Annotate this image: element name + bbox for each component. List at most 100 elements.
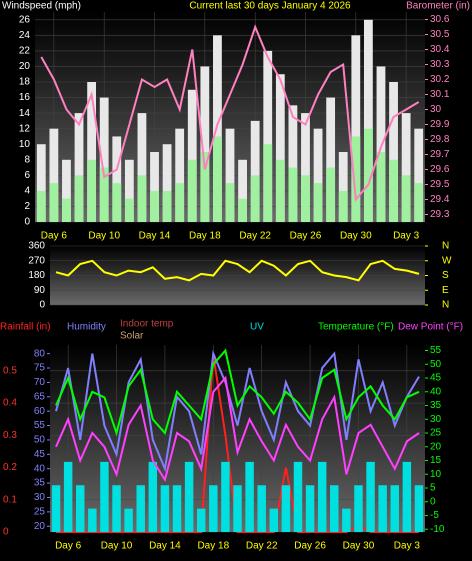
- y2-tick-label: 15: [430, 455, 442, 466]
- bar: [269, 508, 279, 532]
- bar: [401, 175, 411, 222]
- bar: [390, 485, 399, 532]
- legend-label: Temperature (°F): [318, 322, 394, 333]
- x-tick-label: Day 22: [246, 541, 278, 552]
- y2-tick-label: 30.3: [430, 59, 450, 70]
- bar: [366, 461, 375, 532]
- y2-tick-label: S: [442, 270, 449, 281]
- bar: [293, 461, 303, 532]
- y-tick-label: 12: [19, 123, 31, 134]
- bar: [250, 120, 260, 222]
- bar: [363, 19, 373, 223]
- series-line: [55, 349, 420, 473]
- bar: [100, 461, 109, 532]
- bar: [238, 159, 247, 222]
- y-tick-label: 0.4: [3, 398, 17, 409]
- bar: [354, 485, 363, 532]
- annotation: Indoor temp: [120, 319, 174, 330]
- y2-tick-label: 29.6: [430, 164, 450, 175]
- y-axis-label: Windspeed (mph): [2, 1, 81, 12]
- x-tick-label: Day 14: [139, 231, 171, 242]
- y2-tick-label: 10: [430, 469, 442, 480]
- bar: [338, 152, 348, 222]
- x-tick-label: Day 18: [197, 541, 229, 552]
- y3-tick-label: 75: [34, 363, 46, 374]
- y-tick-label: 14: [19, 108, 31, 119]
- y2-axis-label: Barometer (in): [406, 1, 470, 12]
- series-line: [55, 259, 420, 282]
- x-tick-label: Day 14: [149, 541, 181, 552]
- bar: [225, 183, 235, 222]
- bar: [196, 508, 206, 532]
- bar: [301, 175, 310, 222]
- y-tick-label: 8: [24, 154, 30, 165]
- bar: [351, 136, 361, 222]
- bar: [172, 485, 182, 532]
- x-tick-label: Day 30: [343, 541, 375, 552]
- bar: [281, 485, 291, 532]
- y3-tick-label: 70: [34, 377, 46, 388]
- x-tick-label: Day 10: [88, 231, 120, 242]
- bar: [326, 97, 336, 222]
- y2-tick-label: 25: [430, 428, 442, 439]
- bar: [414, 183, 424, 222]
- bar: [401, 113, 411, 222]
- bar: [187, 159, 197, 222]
- bar: [209, 485, 218, 532]
- y3-tick-label: 60: [34, 406, 46, 417]
- y-tick-label: 6: [24, 170, 30, 181]
- y2-tick-label: E: [442, 285, 449, 296]
- bar: [74, 113, 84, 222]
- bar: [326, 167, 336, 222]
- y3-tick-label: 25: [34, 507, 46, 518]
- x-tick-label: Day 26: [294, 541, 326, 552]
- bar: [313, 128, 323, 222]
- y3-tick-label: 30: [34, 492, 46, 503]
- y-tick-label: 18: [19, 77, 31, 88]
- bar: [338, 190, 348, 222]
- y-tick-label: 10: [19, 139, 31, 150]
- bar: [233, 485, 242, 532]
- y2-tick-label: 0: [430, 496, 436, 507]
- bar: [414, 128, 424, 222]
- bar: [342, 508, 351, 532]
- bar: [150, 190, 159, 222]
- bar: [414, 485, 424, 532]
- series-line: [55, 375, 420, 483]
- bar: [330, 485, 339, 532]
- y2-tick-label: -10: [430, 524, 445, 535]
- y3-tick-label: 45: [34, 449, 46, 460]
- y3-tick-label: 20: [34, 521, 46, 532]
- y-tick-label: 0: [24, 217, 30, 228]
- x-tick-label: Day 22: [239, 231, 271, 242]
- bar: [213, 136, 222, 222]
- bar: [162, 190, 172, 222]
- x-tick-label: Day 26: [290, 231, 322, 242]
- y-tick-label: 0.1: [3, 494, 17, 505]
- y2-tick-label: 30.6: [430, 14, 450, 25]
- bar: [136, 485, 145, 532]
- y2-tick-label: 29.8: [430, 134, 450, 145]
- bar: [225, 128, 235, 222]
- y2-tick-label: 50: [430, 359, 442, 370]
- bar: [99, 97, 109, 222]
- bar: [363, 128, 373, 222]
- bar: [200, 152, 210, 222]
- bar: [389, 159, 398, 222]
- y-tick-label: 0: [3, 527, 9, 538]
- y2-tick-label: 55: [430, 345, 442, 356]
- y-tick-label: 270: [28, 255, 45, 266]
- bar: [288, 105, 298, 222]
- y-tick-label: 4: [24, 186, 30, 197]
- bar: [124, 508, 133, 532]
- y3-tick-label: 50: [34, 435, 46, 446]
- y-tick-label: 26: [19, 14, 31, 25]
- bar: [88, 508, 97, 532]
- y2-tick-label: 30.2: [430, 74, 450, 85]
- bar: [112, 183, 122, 222]
- bar: [184, 461, 194, 532]
- y2-tick-label: N: [442, 300, 449, 311]
- bar: [49, 183, 59, 222]
